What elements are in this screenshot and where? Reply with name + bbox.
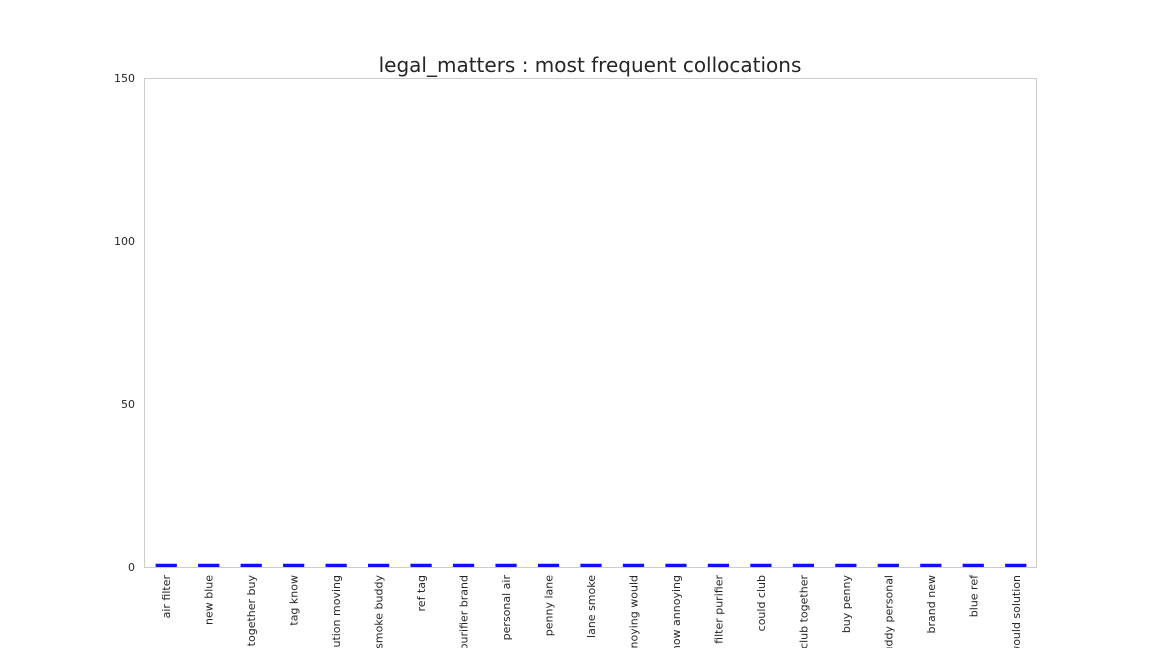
- bar: [962, 563, 984, 567]
- x-tick-label: together buy: [245, 575, 258, 647]
- bar: [707, 563, 730, 567]
- bar: [877, 563, 899, 567]
- x-tick-label: solution moving: [330, 575, 343, 648]
- x-tick-label: new blue: [203, 575, 216, 625]
- x-tick-label: tag know: [288, 575, 301, 626]
- bar: [452, 563, 475, 567]
- bar: [537, 563, 560, 567]
- bar: [622, 563, 645, 567]
- bar: [750, 563, 772, 567]
- y-tick-label: 100: [114, 235, 135, 248]
- x-tick-label: personal air: [500, 575, 513, 641]
- x-tick-label: filter purifier: [712, 575, 725, 644]
- x-tick-label: could club: [755, 575, 768, 631]
- x-tick-label: blue ref: [967, 574, 980, 617]
- x-axis: air filter new blue together buy tag know so…: [160, 574, 1023, 648]
- y-axis: 0 50 100 150: [114, 72, 135, 574]
- y-tick-label: 50: [121, 398, 135, 411]
- bar: [920, 563, 942, 567]
- x-tick-label: penny lane: [543, 575, 556, 636]
- y-tick-label: 0: [128, 561, 135, 574]
- bar: [198, 563, 220, 567]
- bar: [240, 563, 262, 567]
- x-tick-label: lane smoke: [585, 575, 598, 638]
- bar: [283, 563, 305, 567]
- bar: [155, 563, 177, 567]
- bar: [368, 563, 390, 567]
- x-tick-label: brand new: [925, 575, 938, 633]
- bar: [410, 563, 432, 567]
- x-tick-label: smoke buddy: [373, 575, 386, 648]
- x-tick-label: annoying would: [627, 575, 640, 648]
- bars: [155, 563, 1027, 567]
- bar: [792, 563, 814, 567]
- bar: [495, 563, 517, 567]
- x-tick-label: know annoying: [670, 575, 683, 648]
- bar: [580, 563, 602, 567]
- bar: [1005, 563, 1027, 567]
- x-tick-label: buddy personal: [882, 575, 895, 648]
- x-tick-label: purifier brand: [458, 575, 471, 648]
- bar: [325, 563, 347, 567]
- x-tick-label: air filter: [160, 575, 173, 619]
- bar: [665, 563, 687, 567]
- y-tick-label: 150: [114, 72, 135, 85]
- x-tick-label: would solution: [1010, 575, 1023, 648]
- bar: [835, 563, 857, 567]
- chart-title: legal_matters : most frequent collocatio…: [379, 53, 802, 77]
- plot-area: [144, 78, 1037, 568]
- x-tick-label: club together: [797, 575, 810, 648]
- x-tick-label: ref tag: [415, 575, 428, 611]
- x-tick-label: buy penny: [840, 575, 853, 634]
